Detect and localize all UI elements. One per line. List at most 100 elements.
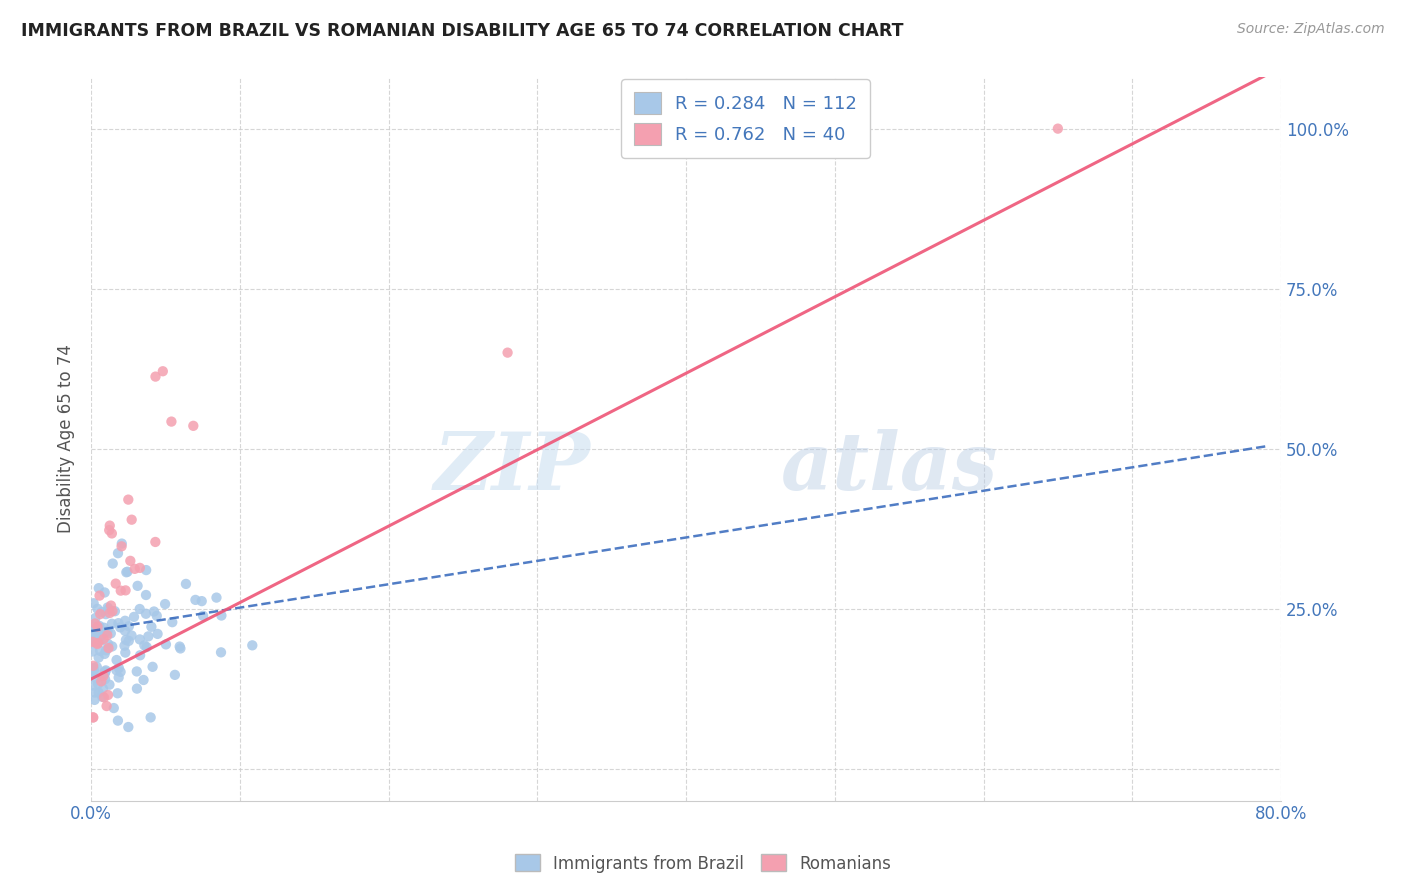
Point (209, 645, 232, 659)
Point (86, 637, 108, 651)
Point (104, 604, 127, 618)
Point (97, 600, 120, 615)
Point (100, 599, 122, 613)
Text: Source: ZipAtlas.com: Source: ZipAtlas.com (1237, 22, 1385, 37)
Point (87, 677, 110, 691)
Point (101, 640, 124, 654)
Legend: R = 0.284   N = 112, R = 0.762   N = 40: R = 0.284 N = 112, R = 0.762 N = 40 (621, 79, 870, 158)
Point (89, 619, 111, 633)
Point (145, 369, 167, 384)
Point (103, 701, 125, 715)
Point (93, 632, 115, 646)
Point (83, 663, 105, 677)
Point (82, 633, 104, 648)
Point (114, 646, 136, 660)
Point (83, 596, 105, 610)
Point (115, 566, 138, 580)
Point (98, 523, 121, 537)
Point (93, 666, 115, 681)
Point (121, 628, 143, 642)
Point (107, 546, 129, 560)
Point (143, 605, 166, 619)
Text: atlas: atlas (782, 429, 998, 507)
Point (128, 561, 150, 575)
Point (96, 624, 118, 638)
Point (86, 631, 108, 645)
Point (97, 688, 120, 702)
Point (84, 616, 107, 631)
Text: ZIP: ZIP (434, 429, 591, 507)
Point (82, 710, 104, 724)
Point (107, 714, 129, 728)
Point (118, 633, 141, 648)
Point (100, 626, 122, 640)
Point (82, 627, 104, 641)
Point (83, 693, 105, 707)
Point (101, 616, 124, 631)
Point (101, 557, 124, 571)
Point (98, 606, 121, 620)
Point (93, 626, 115, 640)
Point (97, 641, 120, 656)
Point (93, 647, 115, 661)
Point (86, 660, 108, 674)
Point (143, 535, 166, 549)
Point (94, 666, 117, 681)
Point (94, 672, 117, 686)
Point (84, 671, 107, 685)
Point (89, 629, 111, 643)
Point (153, 597, 176, 611)
Y-axis label: Disability Age 65 to 74: Disability Age 65 to 74 (58, 344, 75, 533)
Point (93, 690, 115, 705)
Point (174, 577, 197, 591)
Point (117, 492, 139, 507)
Point (107, 616, 129, 631)
Text: IMMIGRANTS FROM BRAZIL VS ROMANIAN DISABILITY AGE 65 TO 74 CORRELATION CHART: IMMIGRANTS FROM BRAZIL VS ROMANIAN DISAB… (21, 22, 904, 40)
Legend: Immigrants from Brazil, Romanians: Immigrants from Brazil, Romanians (509, 847, 897, 880)
Point (138, 629, 160, 643)
Point (117, 565, 139, 579)
Point (82, 626, 104, 640)
Point (98, 678, 121, 692)
Point (205, 591, 228, 605)
Point (82, 679, 104, 693)
Point (87, 636, 110, 650)
Point (84, 685, 107, 699)
Point (496, 345, 519, 359)
Point (115, 632, 138, 647)
Point (90, 674, 112, 689)
Point (107, 671, 129, 685)
Point (127, 579, 149, 593)
Point (114, 614, 136, 628)
Point (94, 664, 117, 678)
Point (132, 673, 155, 687)
Point (163, 668, 186, 682)
Point (240, 638, 263, 652)
Point (91, 681, 114, 696)
Point (181, 418, 204, 433)
Point (110, 583, 132, 598)
Point (83, 665, 105, 680)
Point (84, 611, 107, 625)
Point (94, 607, 117, 622)
Point (84, 635, 107, 649)
Point (169, 640, 191, 654)
Point (82, 620, 104, 634)
Point (145, 608, 167, 623)
Point (135, 588, 157, 602)
Point (93, 621, 115, 635)
Point (83, 626, 105, 640)
Point (105, 663, 128, 677)
Point (90, 629, 112, 643)
Point (125, 681, 148, 696)
Point (93, 585, 115, 599)
Point (141, 620, 163, 634)
Point (89, 607, 111, 621)
Point (82, 644, 104, 658)
Point (82, 710, 104, 724)
Point (97, 602, 120, 616)
Point (169, 641, 191, 656)
Point (108, 661, 131, 675)
Point (89, 589, 111, 603)
Point (87, 581, 110, 595)
